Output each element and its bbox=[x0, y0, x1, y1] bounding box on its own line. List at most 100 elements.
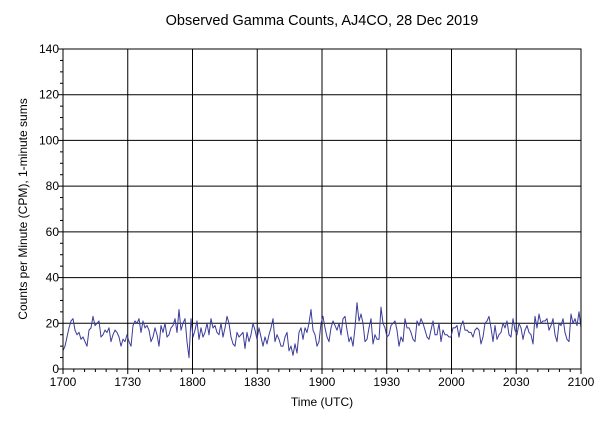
data-point bbox=[88, 329, 90, 331]
y-tick-labels: 0 20 40 60 80 100 120 140 bbox=[39, 42, 59, 376]
data-point bbox=[96, 322, 98, 324]
data-point bbox=[550, 325, 552, 327]
data-point bbox=[110, 341, 112, 343]
data-point bbox=[472, 336, 474, 338]
data-point bbox=[82, 336, 84, 338]
data-point bbox=[310, 309, 312, 311]
data-point bbox=[90, 327, 92, 329]
data-point bbox=[532, 343, 534, 345]
data-point bbox=[192, 336, 194, 338]
data-point bbox=[390, 325, 392, 327]
data-point bbox=[566, 338, 568, 340]
data-point bbox=[260, 336, 262, 338]
x-tick-label: 2100 bbox=[568, 375, 595, 389]
data-point bbox=[92, 315, 94, 317]
data-point bbox=[538, 313, 540, 315]
data-point bbox=[252, 322, 254, 324]
y-tick-label: 60 bbox=[46, 225, 60, 239]
data-point bbox=[152, 336, 154, 338]
data-point bbox=[210, 318, 212, 320]
data-point bbox=[416, 320, 418, 322]
y-tick-label: 0 bbox=[52, 362, 59, 376]
data-point bbox=[478, 329, 480, 331]
data-point bbox=[314, 334, 316, 336]
data-point bbox=[334, 325, 336, 327]
y-tick-label: 100 bbox=[39, 133, 59, 147]
x-tick-label: 2000 bbox=[438, 375, 465, 389]
data-point bbox=[106, 331, 108, 333]
data-point bbox=[540, 322, 542, 324]
data-point bbox=[150, 341, 152, 343]
data-point bbox=[244, 347, 246, 349]
data-point bbox=[148, 329, 150, 331]
data-point bbox=[504, 327, 506, 329]
data-point bbox=[464, 329, 466, 331]
x-tick-label: 1830 bbox=[244, 375, 271, 389]
data-point bbox=[144, 327, 146, 329]
data-point bbox=[228, 322, 230, 324]
data-point bbox=[526, 325, 528, 327]
data-point bbox=[182, 322, 184, 324]
data-point bbox=[154, 327, 156, 329]
data-point bbox=[380, 306, 382, 308]
data-point bbox=[140, 331, 142, 333]
data-point bbox=[178, 309, 180, 311]
data-point bbox=[294, 343, 296, 345]
data-point bbox=[204, 331, 206, 333]
data-point bbox=[544, 320, 546, 322]
x-axis-label: Time (UTC) bbox=[291, 395, 353, 409]
data-point bbox=[184, 318, 186, 320]
data-point bbox=[424, 329, 426, 331]
data-point bbox=[356, 302, 358, 304]
data-point bbox=[384, 327, 386, 329]
data-point bbox=[568, 341, 570, 343]
data-point bbox=[382, 322, 384, 324]
data-point bbox=[156, 334, 158, 336]
data-point bbox=[520, 327, 522, 329]
data-point bbox=[564, 331, 566, 333]
data-point bbox=[94, 325, 96, 327]
data-point bbox=[410, 331, 412, 333]
data-point bbox=[214, 325, 216, 327]
data-point bbox=[248, 341, 250, 343]
data-point bbox=[432, 320, 434, 322]
data-point bbox=[256, 338, 258, 340]
data-point bbox=[414, 341, 416, 343]
data-point bbox=[536, 327, 538, 329]
data-point bbox=[296, 352, 298, 354]
data-point bbox=[124, 341, 126, 343]
data-point bbox=[452, 327, 454, 329]
data-point bbox=[120, 345, 122, 347]
data-point bbox=[332, 320, 334, 322]
data-point bbox=[208, 334, 210, 336]
data-point bbox=[558, 322, 560, 324]
data-point bbox=[212, 327, 214, 329]
data-point bbox=[428, 338, 430, 340]
data-point bbox=[132, 325, 134, 327]
data-point bbox=[398, 345, 400, 347]
data-point bbox=[74, 329, 76, 331]
data-point bbox=[158, 345, 160, 347]
data-point bbox=[524, 329, 526, 331]
y-axis-label: Counts per Minute (CPM), 1-minute sums bbox=[16, 98, 30, 319]
data-point bbox=[474, 329, 476, 331]
data-point bbox=[194, 329, 196, 331]
data-point bbox=[514, 329, 516, 331]
data-point bbox=[498, 334, 500, 336]
y-tick-label: 20 bbox=[46, 316, 60, 330]
data-point bbox=[570, 313, 572, 315]
data-point bbox=[322, 315, 324, 317]
data-point bbox=[76, 334, 78, 336]
data-point bbox=[578, 311, 580, 313]
data-point bbox=[348, 341, 350, 343]
data-point bbox=[562, 318, 564, 320]
data-point bbox=[542, 320, 544, 322]
data-point bbox=[66, 336, 68, 338]
data-point bbox=[400, 336, 402, 338]
data-point bbox=[388, 334, 390, 336]
data-point bbox=[114, 329, 116, 331]
data-point bbox=[122, 338, 124, 340]
data-point bbox=[408, 327, 410, 329]
data-point bbox=[224, 327, 226, 329]
data-point bbox=[420, 318, 422, 320]
